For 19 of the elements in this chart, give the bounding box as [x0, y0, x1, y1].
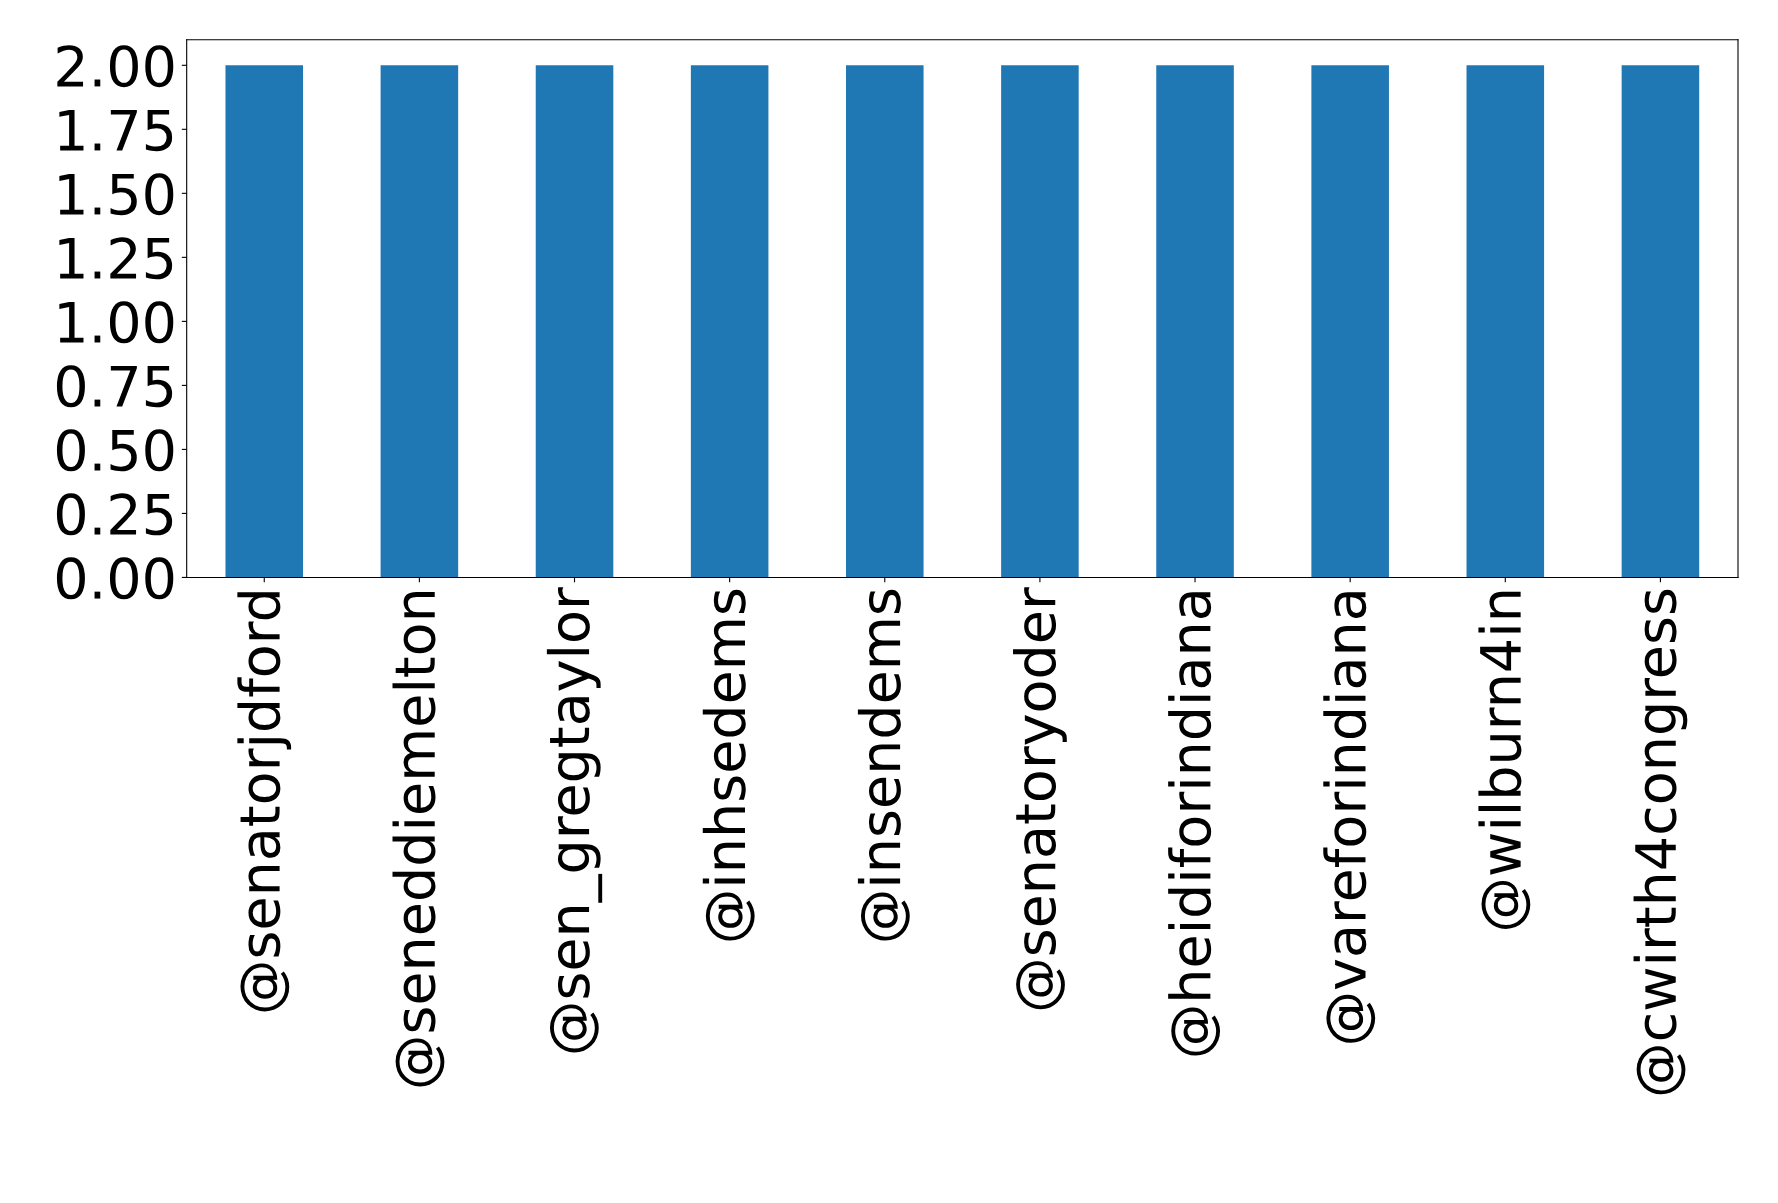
y-tick-label: 1.00: [59, 301, 174, 344]
x-tick-label: @seneddiemelton: [392, 591, 445, 1087]
y-tick-label: 0.25: [56, 493, 173, 536]
y-tick-label: 1.50: [59, 173, 174, 216]
x-tick-label: @senatorjdford: [237, 592, 292, 1012]
y-tick-label: 1.75: [59, 109, 173, 152]
y-tick-label: 0.00: [56, 557, 174, 600]
y-tick-label: 1.25: [59, 237, 173, 280]
x-tick-label: @heidiforindiana: [1168, 592, 1221, 1056]
x-tick-label: @sen_gregtaylor: [546, 587, 603, 1053]
x-tick-label: @inhsedems: [702, 589, 755, 941]
y-tick-label: 0.50: [56, 429, 174, 472]
x-tick-label: @wilburn4in: [1478, 591, 1531, 929]
y-tick-label: 0.75: [56, 365, 173, 408]
y-tick-label: 2.00: [57, 45, 174, 88]
x-tick-label: @insendems: [857, 589, 910, 941]
x-tick-label: @cwirth4congress: [1633, 589, 1688, 1095]
x-tick-label: @senatoryoder: [1013, 587, 1067, 1010]
x-tick-label: @vareforindiana: [1323, 592, 1376, 1043]
